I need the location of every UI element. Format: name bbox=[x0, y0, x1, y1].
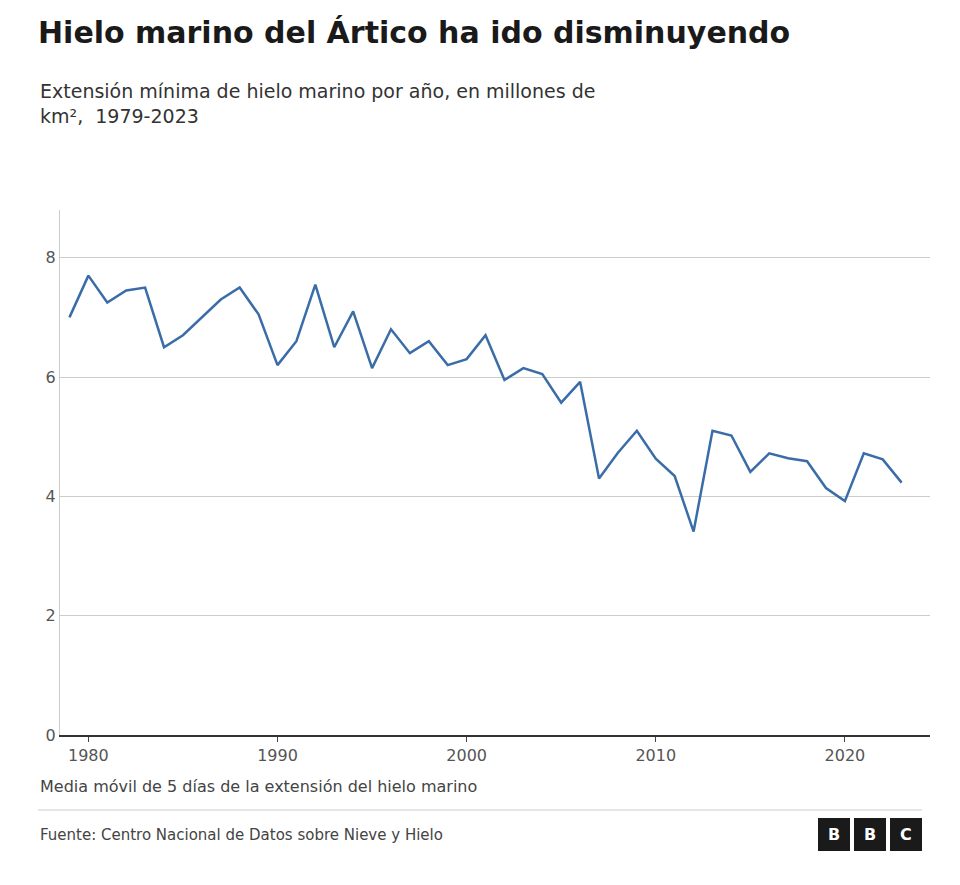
svg-text:Fuente: Centro Nacional de Dat: Fuente: Centro Nacional de Datos sobre N… bbox=[40, 826, 443, 844]
svg-text:Hielo marino del Ártico ha ido: Hielo marino del Ártico ha ido disminuye… bbox=[38, 15, 790, 50]
svg-text:4: 4 bbox=[46, 487, 56, 506]
svg-text:2020: 2020 bbox=[825, 746, 866, 765]
svg-text:B: B bbox=[864, 825, 876, 844]
svg-text:2: 2 bbox=[46, 606, 56, 625]
svg-text:2000: 2000 bbox=[446, 746, 487, 765]
svg-text:Extensión mínima de hielo mari: Extensión mínima de hielo marino por año… bbox=[40, 80, 595, 127]
svg-text:C: C bbox=[900, 825, 912, 844]
svg-text:1990: 1990 bbox=[257, 746, 298, 765]
svg-text:Media móvil de 5 días de la ex: Media móvil de 5 días de la extensión de… bbox=[40, 777, 477, 796]
svg-text:B: B bbox=[828, 825, 840, 844]
svg-text:8: 8 bbox=[46, 248, 56, 267]
svg-text:1980: 1980 bbox=[68, 746, 109, 765]
svg-text:2010: 2010 bbox=[635, 746, 676, 765]
svg-text:0: 0 bbox=[46, 726, 56, 745]
svg-text:6: 6 bbox=[46, 368, 56, 387]
